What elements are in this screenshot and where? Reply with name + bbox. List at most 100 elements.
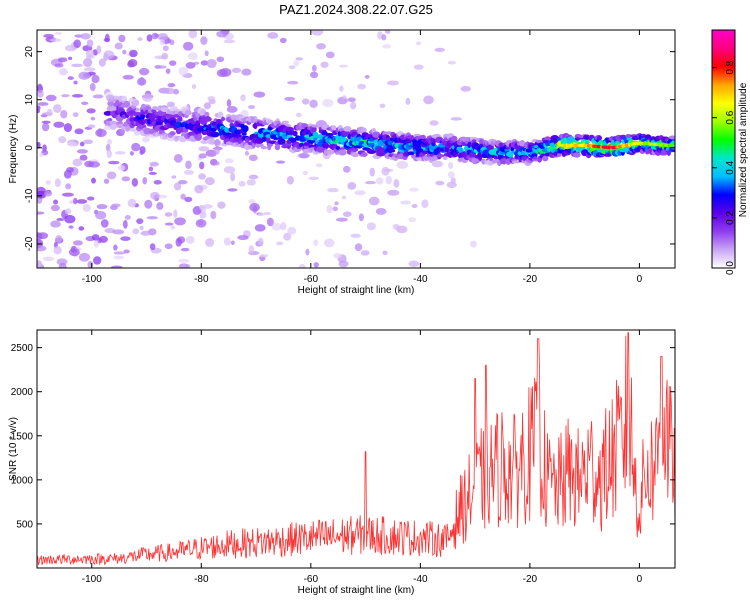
spectrogram-cell (109, 124, 117, 130)
spectrogram-cell (447, 60, 457, 65)
spectrogram-cell (387, 80, 399, 86)
spectrogram-cell (91, 234, 100, 241)
spectrogram-cell (154, 64, 162, 69)
spectrogram-cell (289, 131, 294, 135)
spectrogram-cell (170, 225, 176, 230)
spectrogram-cell (183, 41, 194, 51)
spectrogram-cell (247, 104, 256, 110)
spectrogram-cell (295, 57, 304, 61)
spectrogram-cell (173, 209, 178, 218)
colorbar-title: Normalized spectral amplitude (738, 82, 749, 217)
spectrogram-cell (227, 188, 238, 192)
spectrogram-cell (103, 126, 112, 130)
spectrogram-cell (96, 204, 108, 210)
spectrogram-cell (50, 38, 62, 42)
spectrogram-cell (511, 160, 521, 164)
spectrogram-cell (313, 239, 319, 246)
spectrogram-cell (470, 240, 477, 248)
spectrogram-cell (248, 154, 258, 162)
spectrogram-cell (45, 180, 51, 186)
spectrogram-cell (308, 176, 320, 181)
spectrogram-cell (429, 120, 439, 126)
spectrogram-cell (313, 262, 319, 268)
spectrogram-cell (85, 49, 95, 58)
colorbar-tick-label: 0.6 (725, 110, 736, 124)
x-tick-label: -40 (413, 274, 428, 285)
spectrogram-cell (260, 145, 268, 150)
spectrogram-cell (45, 94, 57, 102)
spectrogram-cell (73, 197, 78, 205)
spectrogram-cell (231, 67, 242, 74)
spectrogram-cell (44, 190, 53, 197)
spectrogram-cell (306, 139, 316, 144)
spectrogram-cell (136, 218, 144, 225)
spectrogram-cell (325, 51, 335, 59)
snr-x-axis: -100 -80 -60 -40 -20 0 (82, 330, 643, 585)
spectrogram-cell (214, 139, 221, 146)
spectrogram-cell (366, 222, 376, 231)
spectrogram-cell (67, 141, 78, 147)
spectrogram-cell (267, 32, 279, 39)
spectrogram-cell (98, 58, 106, 67)
spectrogram-cell (284, 96, 296, 101)
spectrogram-cell (579, 146, 586, 151)
spectrogram-cell (421, 199, 429, 209)
spectrogram-cell (275, 160, 286, 164)
spectrogram-cell (121, 176, 131, 182)
spectrogram-cell (241, 132, 247, 136)
spectrogram-cell (111, 203, 121, 208)
spectrogram-cell (157, 33, 168, 41)
spectrogram-cell (301, 98, 310, 105)
spectrogram-cell (266, 217, 274, 227)
spectrogram-cell (254, 224, 266, 232)
spectrogram-cell (172, 106, 178, 110)
spectrogram-cell (127, 198, 137, 208)
spectrogram-cell (78, 226, 85, 231)
spectrogram-cell (360, 250, 370, 256)
spectrogram-cell (342, 95, 347, 100)
spectrogram-cell (53, 104, 62, 113)
spectrogram-cell (668, 143, 674, 147)
spectrogram-cell (137, 37, 143, 41)
spectrogram-cell (298, 142, 305, 148)
spectrogram-cell (37, 105, 41, 111)
spectrogram-cell (73, 80, 78, 85)
spectrogram-cell (148, 171, 157, 176)
x-tick-label: -100 (82, 574, 102, 585)
spectrogram-cell (333, 253, 342, 259)
spectrogram-cell (381, 166, 390, 176)
spectrogram-cell (200, 36, 208, 45)
spectrogram-cell (91, 74, 100, 84)
spectrogram-cell (81, 101, 89, 106)
spectrogram-cell (271, 222, 282, 231)
spectrogram-cell (200, 60, 209, 66)
spectrogram-cell (185, 235, 195, 244)
spectrogram-cell (434, 47, 445, 53)
colorbar-tick-label: 0.0 (725, 261, 736, 275)
spectrogram-cell (162, 45, 169, 52)
spectrogram-cell (43, 33, 54, 38)
spectrogram-cell (237, 235, 249, 241)
spectrogram-cell (83, 58, 93, 68)
spectrogram-cell (114, 151, 126, 155)
spectrogram-cell (338, 149, 347, 156)
spectrogram-cell (139, 76, 145, 86)
spectrogram-cell (113, 251, 126, 255)
spectrogram-cell (163, 87, 175, 95)
spectrogram-cell (80, 33, 91, 40)
spectrogram-cell (384, 30, 391, 34)
spectrogram-cell (64, 214, 76, 224)
spectrogram-cell (185, 160, 192, 170)
spectrogram-cell (360, 152, 368, 157)
spectrogram-cell (60, 110, 68, 119)
spectrogram-cell (207, 96, 216, 101)
spectrogram-cell (240, 94, 246, 102)
spectrogram-cell (668, 135, 675, 140)
spectrogram-cell (408, 187, 420, 192)
spectrogram-cell (184, 109, 192, 116)
snr-series (37, 332, 675, 567)
spectrogram-cell (415, 41, 422, 46)
spectrogram-cell (113, 244, 118, 251)
spectrogram-cell (285, 126, 294, 132)
spectrogram-cell (171, 175, 177, 179)
